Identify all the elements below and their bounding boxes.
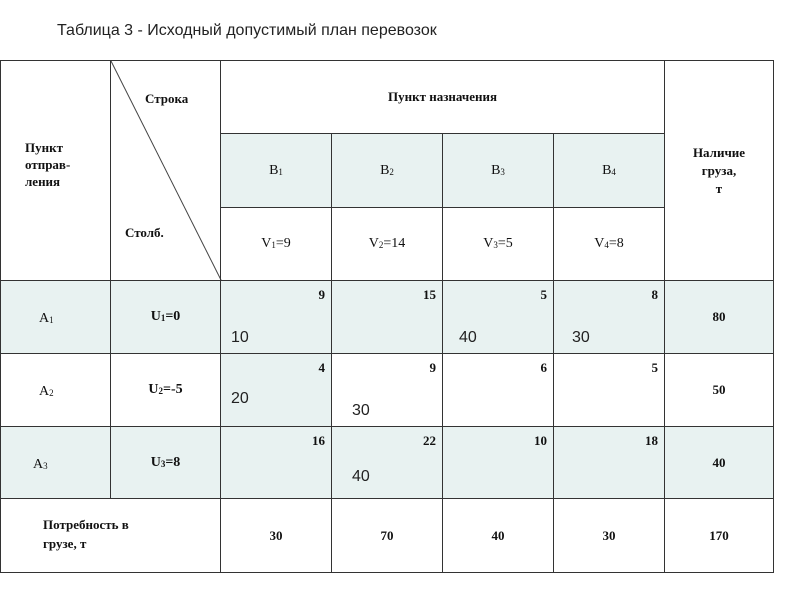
supply-line-1: Наличие [692, 144, 746, 160]
cell-a2-b1: 4 20 [220, 353, 332, 427]
supply-a3-value: 40 [712, 454, 726, 470]
sender-line-3: ления [25, 174, 61, 189]
cell-a1-b3: 5 40 [442, 280, 554, 354]
row-a1-label: A1 [39, 311, 54, 326]
row-a3-potential: U3=8 [110, 426, 221, 499]
dest-b1-label: B1 [269, 162, 283, 178]
cell-a1-b4: 8 30 [553, 280, 665, 354]
potential-v2: V2=14 [331, 207, 443, 281]
dest-b4: B4 [553, 133, 665, 208]
supply-a1-value: 80 [712, 309, 726, 324]
demand-label: Потребность в грузе, т [43, 515, 129, 553]
sender-line-2: отправ- [25, 157, 71, 172]
demand-label-cell: Потребность в грузе, т [0, 498, 221, 573]
demand-label-line-2: грузе, т [43, 536, 87, 551]
row-a2-label: A2 [39, 384, 54, 399]
demand-b3-value: 40 [491, 527, 505, 543]
cost-a3-b3: 10 [534, 433, 547, 448]
supply-label: Наличие груза, т [693, 144, 745, 198]
supply-line-2: груза, [701, 162, 737, 178]
header-sender-cell: Пункт отправ- ления [0, 60, 111, 281]
demand-b1-value: 30 [269, 527, 283, 543]
row-a1-potential: U1=0 [110, 280, 221, 354]
row-a2-potential: U2=-5 [110, 353, 221, 427]
cost-a2-b4: 5 [651, 360, 659, 375]
row-a3-source: A3 [0, 426, 111, 499]
demand-total: 170 [664, 498, 774, 573]
cost-a2-b1: 4 [318, 360, 326, 375]
cell-a1-b1: 9 10 [220, 280, 332, 354]
destination-label: Пункт назначения [387, 89, 498, 104]
demand-b2: 70 [331, 498, 443, 573]
diagonal-line [111, 61, 222, 282]
supply-a2-value: 50 [712, 382, 726, 397]
potential-v4-label: V4=8 [594, 236, 624, 251]
col-label: Столб. [125, 225, 164, 240]
cell-a2-b3: 6 [442, 353, 554, 427]
cell-a2-b4: 5 [553, 353, 665, 427]
demand-label-line-1: Потребность в [43, 517, 129, 532]
potential-v3-label: V3=5 [483, 236, 513, 251]
dest-b2-label: B2 [380, 162, 394, 178]
alloc-a1-b3: 40 [459, 329, 477, 346]
cost-a3-b1: 16 [312, 433, 325, 448]
header-destination: Пункт назначения [220, 60, 665, 134]
dest-b1: B1 [220, 133, 332, 208]
supply-line-3: т [715, 180, 723, 196]
header-sender-label: Пункт отправ- ления [25, 139, 70, 190]
supply-a3: 40 [664, 426, 774, 499]
row-label: Строка [145, 91, 189, 106]
alloc-a2-b1: 20 [231, 390, 249, 407]
cost-a1-b2: 15 [423, 287, 436, 302]
cost-a1-b3: 5 [540, 287, 548, 302]
demand-b2-value: 70 [380, 527, 394, 543]
cost-a3-b4: 18 [645, 433, 658, 448]
row-a2-potential-label: U2=-5 [148, 382, 183, 397]
cell-a3-b2: 22 40 [331, 426, 443, 499]
supply-a2: 50 [664, 353, 774, 427]
row-a3-label: A3 [33, 457, 48, 472]
dest-b3-label: B3 [491, 162, 505, 178]
dest-b3: B3 [442, 133, 554, 208]
cost-a3-b2: 22 [423, 433, 436, 448]
cell-a3-b3: 10 [442, 426, 554, 499]
demand-b4-value: 30 [602, 527, 616, 543]
cell-a3-b1: 16 [220, 426, 332, 499]
potential-v1-label: V1=9 [261, 236, 291, 251]
cell-a2-b2: 9 30 [331, 353, 443, 427]
demand-b4: 30 [553, 498, 665, 573]
cost-a1-b4: 8 [651, 287, 659, 302]
cost-a1-b1: 9 [318, 287, 326, 302]
demand-total-value: 170 [709, 527, 729, 543]
potential-v4: V4=8 [553, 207, 665, 281]
alloc-a3-b2: 40 [352, 468, 370, 485]
potential-v3: V3=5 [442, 207, 554, 281]
table-caption: Таблица 3 - Исходный допустимый план пер… [57, 22, 437, 39]
row-a3-potential-label: U3=8 [150, 454, 181, 470]
cell-a3-b4: 18 [553, 426, 665, 499]
alloc-a1-b4: 30 [572, 329, 590, 346]
dest-b4-label: B4 [602, 162, 616, 178]
row-a1-source: A1 [0, 280, 111, 354]
alloc-a2-b2: 30 [352, 402, 370, 419]
cell-a1-b2: 15 [331, 280, 443, 354]
demand-b3: 40 [442, 498, 554, 573]
potential-v1: V1=9 [220, 207, 332, 281]
demand-b1: 30 [220, 498, 332, 573]
dest-b2: B2 [331, 133, 443, 208]
cost-a2-b3: 6 [540, 360, 548, 375]
cost-a2-b2: 9 [429, 360, 437, 375]
row-a1-potential-label: U1=0 [150, 309, 181, 324]
potential-v2-label: V2=14 [368, 236, 406, 251]
alloc-a1-b1: 10 [231, 329, 249, 346]
supply-a1: 80 [664, 280, 774, 354]
sender-line-1: Пункт [25, 140, 63, 155]
row-a2-source: A2 [0, 353, 111, 427]
header-diagonal-cell: Строка Столб. [110, 60, 222, 282]
header-supply: Наличие груза, т [664, 60, 774, 281]
